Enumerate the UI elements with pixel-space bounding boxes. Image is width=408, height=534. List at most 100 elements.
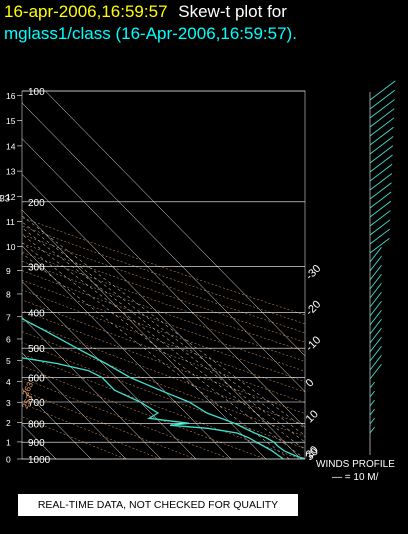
wind-vector: [369, 154, 393, 173]
dry-adiabat-line: [22, 270, 305, 372]
wind-vector: [369, 163, 393, 182]
pressure-label: 100: [28, 87, 45, 98]
km-label: 13: [6, 167, 16, 177]
pressure-label: 600: [28, 373, 45, 384]
chart-subtitle: mglass1/class (16-Apr-2006,16:59:57).: [4, 24, 297, 43]
wind-vector: [369, 300, 382, 317]
wind-vector: [369, 264, 382, 281]
wind-vector: [369, 136, 394, 155]
dry-adiabat-line: [22, 225, 305, 325]
wind-vector: [369, 381, 375, 389]
km-label: 12: [6, 192, 16, 202]
isotherm-lines: [22, 91, 305, 459]
wind-vector: [369, 255, 382, 272]
km-label: 14: [6, 141, 16, 151]
dry-adiabat-line: [22, 342, 305, 449]
dry-adiabat-line: [22, 299, 305, 403]
dewpoint-trace: [22, 357, 284, 459]
wind-vector: [369, 408, 375, 416]
wind-vector: [369, 354, 382, 371]
wind-vector: [369, 126, 394, 146]
wind-vector: [369, 80, 396, 101]
dry-adiabat-line: [22, 251, 305, 352]
dry-adiabat-lines: [22, 217, 305, 459]
pressure-lines: [22, 90, 305, 460]
wind-vector: [369, 291, 382, 308]
mixing-ratio-line: [22, 215, 305, 429]
km-label: 5: [6, 356, 11, 366]
wind-vector: [369, 273, 382, 290]
isotherm-line: [22, 173, 302, 459]
quality-notice: REAL-TIME DATA, NOT CHECKED FOR QUALITY: [18, 494, 298, 516]
right-temp-label: -20: [304, 298, 324, 318]
pressure-label: 400: [28, 309, 45, 320]
km-label: 16: [6, 91, 16, 101]
right-temp-label: 10: [304, 408, 321, 425]
dry-adiabat-line: [22, 242, 305, 343]
mixing-ratio-line: [22, 242, 305, 459]
wind-profile: [369, 80, 396, 455]
wind-vector: [369, 89, 396, 110]
mixing-ratio-line: [22, 227, 305, 443]
pressure-label: 1000: [28, 455, 51, 466]
isotherm-line: [22, 138, 305, 428]
title-suffix: Skew-t plot for: [178, 2, 287, 21]
wind-vector: [369, 327, 382, 344]
wind-vector: [369, 191, 392, 209]
km-label: 10: [6, 242, 16, 252]
isotherm-line: [22, 102, 305, 393]
isotherm-line: [22, 388, 92, 459]
pressure-label: 800: [28, 419, 45, 430]
wind-vector: [369, 318, 382, 335]
isotherm-line: [45, 91, 305, 357]
wind-vector: [369, 210, 391, 227]
km-label: 2: [6, 418, 11, 428]
wind-vector: [369, 145, 394, 164]
axis-labels: 1000900800700600500400300200100012345678…: [0, 87, 324, 466]
mixing-ratio-line: [22, 234, 305, 450]
wind-vector: [369, 117, 395, 137]
dry-adiabat-line: [22, 289, 305, 393]
dry-adiabat-line: [22, 390, 196, 459]
km-label: 1: [6, 437, 11, 447]
dry-adiabat-line: [22, 309, 305, 414]
km-label: 8: [6, 289, 11, 299]
wind-vector: [369, 219, 391, 236]
wind-vector: [369, 363, 382, 380]
wind-vector: [369, 173, 393, 191]
km-label: 7: [6, 312, 11, 322]
pressure-label: 200: [28, 198, 45, 209]
mixing-ratio-label: 28: [0, 194, 2, 204]
right-temp-label: -10: [304, 334, 324, 354]
dry-adiabat-line: [22, 416, 126, 459]
dry-adiabat-line: [22, 234, 305, 334]
wind-vector: [369, 99, 395, 119]
winds-scale-legend: — = 10 M/: [332, 472, 379, 483]
dry-adiabat-line: [22, 217, 305, 316]
isotherm-line: [22, 316, 162, 459]
sounding-timestamp: 16-apr-2006,16:59:57: [4, 2, 168, 21]
isotherm-line: [22, 209, 267, 459]
wind-vector: [369, 237, 390, 254]
wind-vector: [369, 390, 375, 398]
winds-profile-label: WINDS PROFILE: [316, 459, 395, 470]
wind-vector: [369, 108, 395, 128]
km-label: 0: [6, 455, 11, 465]
temperature-trace: [22, 317, 305, 459]
dry-adiabat-line: [22, 353, 301, 459]
pressure-label: 700: [28, 398, 45, 409]
pressure-label: 900: [28, 438, 45, 449]
dry-adiabat-line: [22, 365, 266, 459]
pressure-label: 500: [28, 344, 45, 355]
wind-vector: [369, 200, 392, 218]
km-label: 3: [6, 398, 11, 408]
wind-vector: [369, 417, 375, 425]
right-temp-label: 0: [304, 377, 317, 390]
wind-vector: [369, 228, 391, 245]
wind-vector: [369, 399, 375, 407]
km-label: 9: [6, 266, 11, 276]
wind-vector: [369, 246, 382, 263]
dry-adiabat-line: [22, 260, 305, 362]
pressure-label: 300: [28, 263, 45, 274]
km-label: 15: [6, 116, 16, 126]
